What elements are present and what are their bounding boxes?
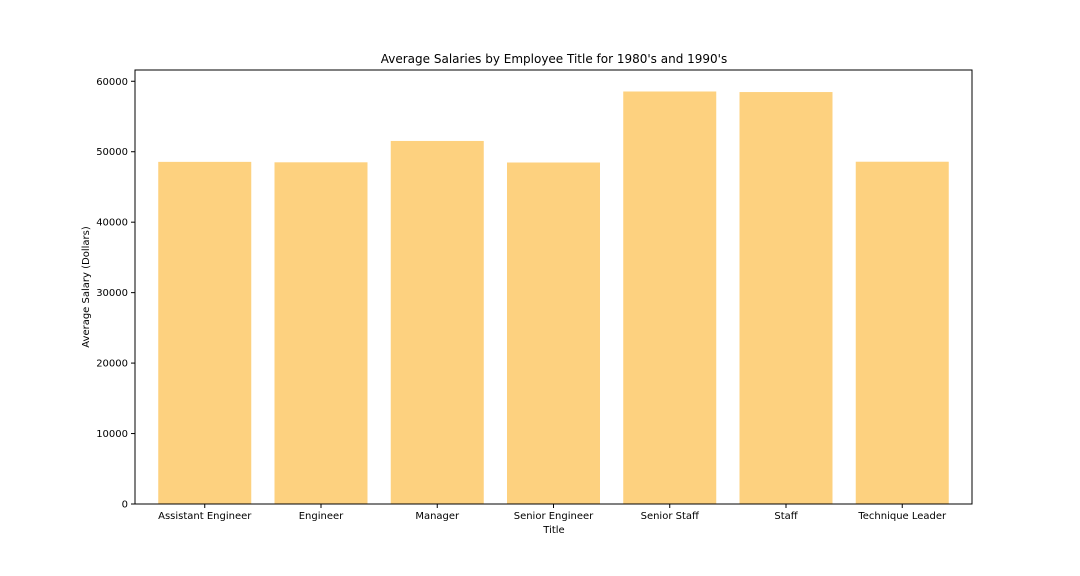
bar-staff <box>739 92 833 505</box>
bar-engineer <box>274 162 368 505</box>
x-tick-label: Senior Engineer <box>514 511 594 522</box>
bar-senior-staff <box>623 91 717 505</box>
x-axis: Assistant Engineer Engineer Manager Senior … <box>158 504 947 522</box>
y-tick-label: 30000 <box>96 288 128 299</box>
plot-frame <box>134 69 973 505</box>
x-axis-label: Title <box>542 525 564 536</box>
x-tick-label: Engineer <box>299 511 344 522</box>
x-tick-label: Manager <box>415 511 460 522</box>
y-tick-label: 40000 <box>96 218 128 229</box>
y-tick-label: 20000 <box>96 359 128 370</box>
bar-technique-leader <box>855 161 949 505</box>
x-tick-label: Technique Leader <box>857 511 947 522</box>
y-tick-label: 50000 <box>96 147 128 158</box>
bar-assistant-engineer <box>158 161 252 504</box>
y-tick-label: 10000 <box>96 429 128 440</box>
bar-senior-engineer <box>507 162 600 504</box>
y-axis-label: Average Salary (Dollars) <box>81 226 92 348</box>
y-axis: 0 10000 20000 30000 40000 50000 60000 <box>96 77 135 511</box>
x-tick-label: Senior Staff <box>641 511 700 522</box>
y-tick-label: 60000 <box>96 77 128 88</box>
bar-manager <box>390 140 484 504</box>
y-tick-label: 0 <box>122 500 128 511</box>
x-tick-label: Staff <box>774 511 798 522</box>
chart-title: Average Salaries by Employee Title for 1… <box>381 52 727 66</box>
x-tick-label: Assistant Engineer <box>158 511 252 522</box>
bars-layer <box>158 91 949 505</box>
